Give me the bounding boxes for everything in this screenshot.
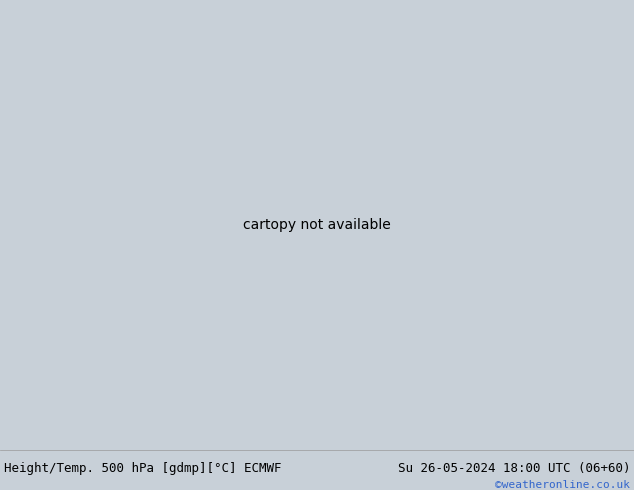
Text: Su 26-05-2024 18:00 UTC (06+60): Su 26-05-2024 18:00 UTC (06+60)	[398, 462, 630, 475]
Text: cartopy not available: cartopy not available	[243, 218, 391, 232]
Text: Height/Temp. 500 hPa [gdmp][°C] ECMWF: Height/Temp. 500 hPa [gdmp][°C] ECMWF	[4, 462, 281, 475]
Text: ©weatheronline.co.uk: ©weatheronline.co.uk	[495, 480, 630, 490]
